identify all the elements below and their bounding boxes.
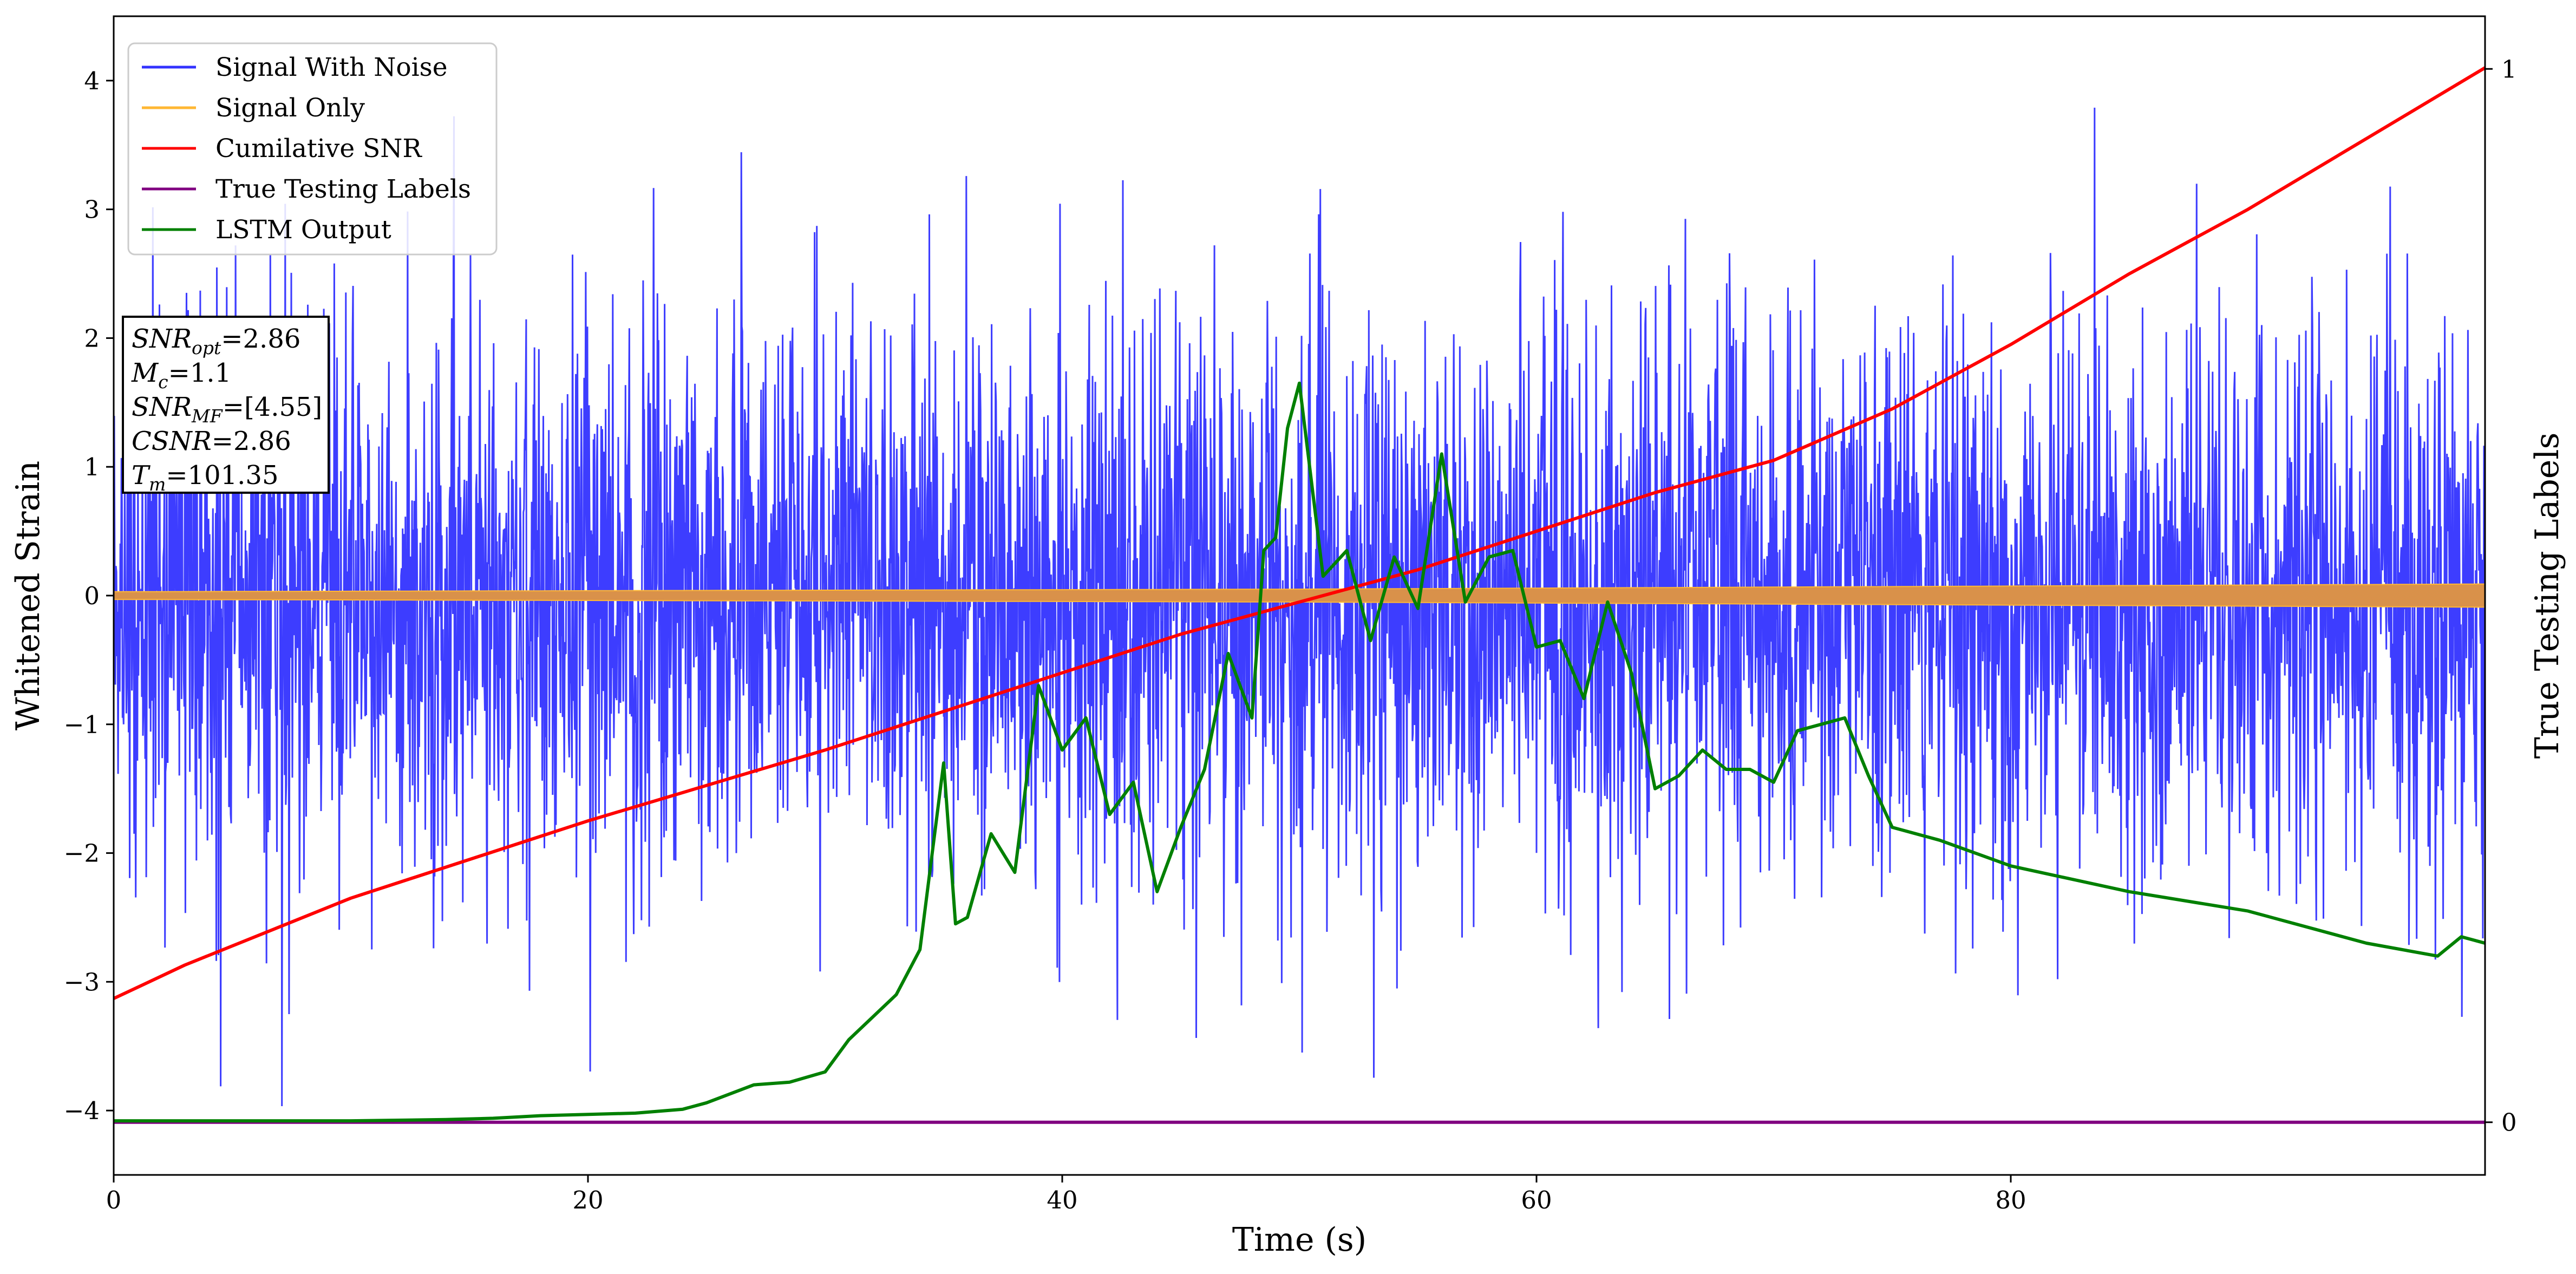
- y2-axis-label: True Testing Labels: [2528, 433, 2566, 759]
- y2-tick-label: 0: [2501, 1108, 2517, 1137]
- series-signal-with-noise: [114, 107, 2485, 1107]
- annotation-line-mc: Mc=1.1: [131, 358, 231, 393]
- y-tick-label: 4: [84, 67, 100, 95]
- y-tick-label: 2: [84, 324, 100, 352]
- y-axis: −4 −3 −2 −1 0 1 2 3 4: [64, 67, 114, 1125]
- legend-item: True Testing Labels: [142, 174, 471, 204]
- legend-item: Signal With Noise: [142, 53, 448, 82]
- legend-label: Signal Only: [215, 93, 365, 123]
- x-tick-label: 80: [1995, 1186, 2026, 1214]
- plot-area: [114, 66, 2485, 1124]
- y-tick-label: 1: [84, 453, 100, 481]
- legend-box: [127, 42, 498, 256]
- legend-label: True Testing Labels: [215, 174, 471, 204]
- y2-tick-label: 1: [2501, 55, 2517, 83]
- annotation-box: [122, 316, 330, 494]
- y-tick-label: −4: [64, 1096, 100, 1125]
- y-tick-label: −1: [64, 710, 100, 739]
- y-tick-label: 0: [84, 582, 100, 610]
- legend-label: Cumilative SNR: [215, 134, 422, 164]
- y-tick-label: 3: [84, 195, 100, 224]
- legend-label: Signal With Noise: [215, 53, 448, 82]
- y-tick-label: −2: [64, 839, 100, 868]
- x-axis: 0 20 40 60 80: [106, 1175, 2026, 1214]
- parameter-annotation: SNRopt=2.86 Mc=1.1 SNRMF=[4.55] CSNR=2.8…: [122, 316, 330, 495]
- series-cumilative-snr: [114, 66, 2485, 1000]
- series-signal-only: [114, 583, 2485, 608]
- y-tick-label: −3: [64, 968, 100, 996]
- y-axis-label: Whitened Strain: [9, 461, 47, 730]
- annotation-line-snr-opt: SNRopt=2.86: [132, 324, 300, 358]
- annotation-line-snr-mf: SNRMF=[4.55]: [132, 392, 322, 427]
- annotation-line-tm: Tm=101.35: [132, 460, 278, 495]
- legend-item: Cumilative SNR: [142, 134, 422, 164]
- x-tick-label: 20: [572, 1186, 603, 1214]
- x-tick-label: 0: [106, 1186, 122, 1214]
- x-axis-label: Time (s): [1232, 1221, 1367, 1259]
- y2-axis: 01: [2485, 55, 2517, 1137]
- legend-label: LSTM Output: [215, 215, 391, 245]
- series-lstm-output: [114, 381, 2485, 1123]
- annotation-line-csnr: CSNR=2.86: [132, 426, 291, 456]
- legend-item: LSTM Output: [142, 215, 391, 245]
- x-tick-label: 60: [1521, 1186, 1552, 1214]
- legend: Signal With Noise Signal Only Cumilative…: [127, 42, 498, 256]
- legend-item: Signal Only: [142, 93, 365, 123]
- x-tick-label: 40: [1047, 1186, 1077, 1214]
